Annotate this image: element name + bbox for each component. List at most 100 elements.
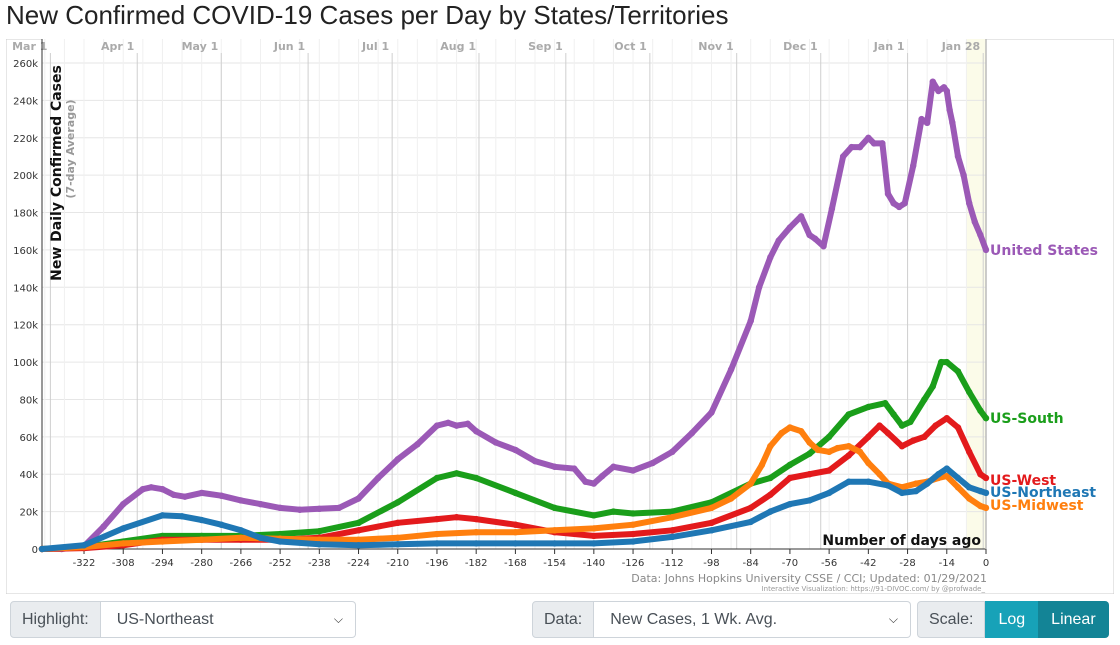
data-point	[159, 485, 166, 493]
data-point	[120, 540, 127, 547]
data-point	[923, 119, 931, 127]
data-point	[472, 540, 480, 547]
data-point	[825, 467, 833, 474]
data-point	[276, 504, 284, 512]
data-point	[629, 530, 637, 538]
data-point	[828, 205, 836, 212]
x-tick-label: -84	[743, 558, 759, 569]
data-point	[806, 439, 813, 446]
line-chart[interactable]: Mar 1 Apr 1 May 1 Jun 1 Jul 1 Aug 1 Sep 1 Oct 1…	[5, 38, 1115, 595]
data-point	[977, 487, 984, 495]
month-label: Oct 1	[614, 40, 647, 53]
log-scale-button[interactable]: Log	[985, 601, 1039, 638]
month-label: May 1	[182, 40, 219, 53]
data-point	[159, 538, 166, 545]
series-labels: United States US-South US-West US-MidwestUS…	[990, 243, 1098, 514]
series-united-states	[38, 78, 990, 553]
data-point	[590, 525, 598, 532]
data-select[interactable]: New Cases, 1 Wk. Avg. ⌵	[594, 601, 911, 638]
data-point	[257, 500, 264, 508]
chevron-down-icon: ⌵	[888, 612, 898, 626]
data-point	[571, 465, 578, 472]
month-label: Dec 1	[783, 40, 818, 53]
x-tick-label: -224	[347, 558, 370, 569]
data-point	[806, 471, 813, 478]
data-point	[276, 530, 284, 538]
axes: 0 20k 40k 60k 80k 100k 120k 140k 160k 180k 200k 220…	[13, 39, 989, 569]
data-point	[767, 442, 774, 450]
data-point	[198, 489, 205, 497]
y-tick-label: 20k	[19, 508, 38, 519]
x-tick-label: -252	[269, 558, 292, 569]
data-point	[909, 162, 917, 170]
x-tick-label: -140	[582, 558, 605, 569]
data-source: Data: Johns Hopkins University CSSE / CC…	[631, 572, 987, 585]
chart-area[interactable]: Mar 1 Apr 1 May 1 Jun 1 Jul 1 Aug 1 Sep 1 Oct 1…	[5, 38, 1115, 595]
data-point	[876, 422, 883, 429]
data-point	[912, 480, 920, 487]
data-point	[965, 448, 973, 455]
data-point	[865, 403, 872, 411]
data-point	[949, 119, 956, 127]
data-point	[629, 538, 637, 545]
x-tick-label: -70	[782, 558, 798, 569]
y-axis-sublabel: (7-day Average)	[64, 99, 77, 198]
series-label-united-states: United States	[990, 243, 1098, 259]
x-tick-label: -126	[622, 558, 645, 569]
data-point	[531, 457, 539, 465]
data-point	[335, 504, 343, 512]
data-point	[178, 513, 186, 520]
data-point	[912, 487, 920, 495]
data-point	[901, 199, 908, 207]
data-point	[237, 534, 245, 541]
data-point	[921, 433, 928, 441]
credit-link[interactable]: Interactive Visualization: https://91-DI…	[762, 585, 986, 593]
data-point	[954, 474, 962, 482]
month-label: Jul 1	[361, 40, 389, 53]
data-point	[881, 400, 889, 407]
data-point	[845, 452, 852, 459]
data-point	[355, 519, 362, 527]
highlight-select[interactable]: US-Northeast ⌵	[100, 601, 356, 638]
data-point	[512, 540, 519, 547]
data-point	[472, 515, 480, 523]
data-point	[394, 534, 401, 541]
data-point	[898, 489, 906, 497]
data-point	[218, 521, 225, 528]
data-point	[394, 519, 401, 527]
month-label: Apr 1	[101, 40, 134, 53]
series-label-us-west: US-West	[990, 473, 1056, 489]
linear-scale-button[interactable]: Linear	[1038, 601, 1109, 638]
y-tick-label: 200k	[13, 171, 38, 182]
data-point	[932, 422, 939, 429]
data-point	[778, 429, 785, 437]
data-point	[610, 463, 617, 470]
month-label: Mar 1	[12, 40, 47, 53]
series-lines[interactable]	[38, 78, 990, 553]
data-point	[876, 471, 883, 478]
data-point	[629, 510, 637, 517]
x-tick-label: -14	[939, 558, 955, 569]
series-label-us-midwest: US-Midwest	[990, 498, 1084, 514]
data-point	[856, 448, 864, 455]
data-point	[237, 527, 245, 534]
series-us-midwest	[38, 424, 990, 553]
data-point	[355, 542, 362, 549]
data-point	[444, 419, 452, 427]
data-point	[374, 474, 382, 482]
data-point	[965, 484, 973, 491]
month-label: Nov 1	[698, 40, 733, 53]
data-point	[669, 527, 676, 534]
data-point	[590, 532, 598, 540]
data-point	[316, 528, 323, 535]
data-point	[895, 203, 903, 211]
data-point	[806, 497, 813, 504]
data-point	[982, 474, 990, 482]
data-point	[649, 459, 656, 467]
data-point	[845, 442, 852, 450]
y-tick-label: 0	[32, 545, 38, 556]
data-point	[355, 527, 362, 534]
data-point	[492, 439, 499, 446]
data-point	[120, 525, 127, 532]
data-point	[512, 521, 519, 528]
